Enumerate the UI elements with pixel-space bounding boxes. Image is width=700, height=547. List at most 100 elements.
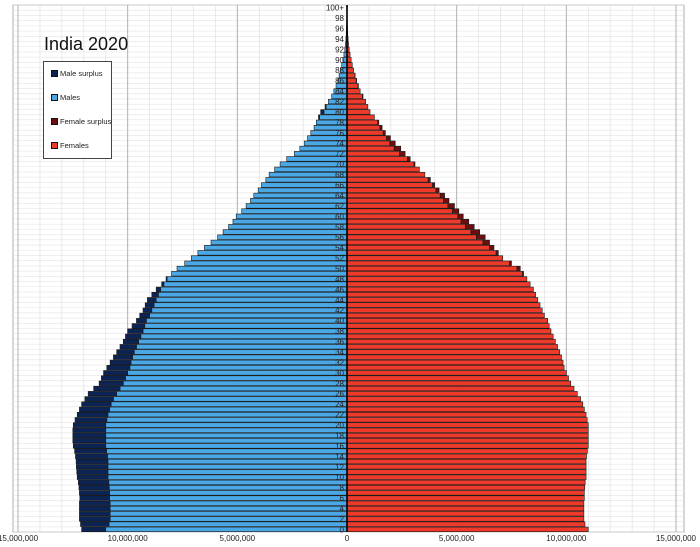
age-tick-label: 54: [335, 244, 344, 253]
male-bar: [107, 474, 348, 480]
x-tick-labels: 15,000,000 10,000,000 5,000,000 0 5,000,000 1…: [0, 534, 697, 543]
female-bar: [346, 406, 585, 412]
age-tick-label: 66: [335, 181, 344, 190]
male-bar: [105, 427, 348, 433]
male-bar: [105, 432, 348, 439]
male-surplus-bar: [72, 432, 107, 439]
female-bar: [346, 156, 408, 162]
male-surplus-bar: [84, 396, 114, 402]
female-bar: [346, 312, 545, 319]
male-surplus-bar: [98, 380, 124, 386]
male-bar: [142, 328, 348, 334]
male-surplus-bar: [93, 385, 121, 392]
female-bar: [346, 203, 449, 209]
female-bar: [346, 448, 588, 454]
male-surplus-bar: [131, 323, 146, 329]
female-bar: [346, 93, 363, 99]
female-bar: [346, 208, 453, 214]
female-bar: [346, 250, 497, 256]
male-bar: [228, 224, 348, 230]
male-surplus-bar: [72, 443, 107, 449]
female-bar: [346, 521, 586, 527]
male-bar: [245, 203, 348, 209]
female-bar: [346, 458, 587, 465]
legend-label: Female surplus: [60, 117, 112, 126]
male-surplus-bar: [318, 114, 320, 120]
male-surplus-bar: [125, 333, 142, 339]
male-surplus-bar: [76, 469, 109, 475]
female-bar: [346, 291, 536, 298]
female-bar: [346, 151, 400, 157]
female-surplus-bar: [465, 224, 475, 230]
male-surplus-bar: [165, 276, 168, 282]
female-bar: [346, 490, 585, 496]
female-bar: [346, 187, 437, 193]
female-surplus-bar: [451, 208, 460, 214]
age-tick-label: 18: [335, 431, 344, 440]
male-surplus-bar: [79, 500, 111, 506]
male-bar: [166, 276, 348, 282]
x-tick-label: 15,000,000: [656, 534, 697, 543]
legend-swatch-males: [51, 94, 58, 101]
female-bar: [346, 171, 426, 178]
female-bar: [346, 479, 586, 486]
male-surplus-bar: [116, 349, 135, 355]
age-tick-label: 84: [335, 87, 344, 96]
male-surplus-bar: [106, 365, 131, 371]
male-surplus-bar: [78, 485, 110, 491]
legend-swatch-females: [51, 142, 58, 149]
male-bar: [133, 349, 348, 355]
female-surplus-bar: [382, 130, 386, 136]
age-tick-label: 42: [335, 306, 344, 315]
male-surplus-bar: [324, 104, 327, 110]
female-bar: [346, 422, 589, 428]
male-bar: [109, 500, 348, 506]
legend-label: Males: [60, 93, 81, 102]
male-surplus-bar: [76, 474, 109, 480]
female-bar: [346, 182, 433, 188]
age-tick-label: 34: [335, 348, 344, 357]
age-tick-label: 52: [335, 254, 344, 263]
age-tick-label: 64: [335, 191, 344, 200]
male-bar: [107, 469, 348, 475]
male-surplus-bar: [75, 453, 108, 459]
age-tick-label: 28: [335, 379, 344, 388]
male-surplus-bar: [127, 328, 144, 334]
male-surplus-bar: [119, 344, 137, 350]
female-surplus-bar: [427, 177, 431, 183]
age-tick-label: 20: [335, 421, 344, 430]
male-bar: [107, 411, 348, 418]
male-bar: [160, 286, 348, 292]
age-tick-label: 46: [335, 285, 344, 294]
male-surplus-bar: [103, 370, 128, 376]
male-surplus-bar: [142, 307, 153, 313]
female-bar: [346, 516, 585, 522]
male-surplus-bar: [74, 448, 107, 454]
x-tick-label: 10,000,000: [546, 534, 587, 543]
age-tick-label: 98: [335, 14, 344, 23]
male-surplus-bar: [151, 291, 159, 298]
male-bar: [184, 260, 348, 266]
female-bar: [346, 323, 550, 329]
male-surplus-bar: [78, 479, 110, 486]
male-bar: [241, 208, 348, 214]
female-bar: [346, 135, 387, 141]
female-bar: [346, 380, 572, 386]
male-surplus-bar: [80, 521, 110, 527]
male-bar: [132, 354, 348, 360]
male-surplus-bar: [79, 511, 111, 517]
female-bar: [346, 370, 567, 376]
male-surplus-bar: [75, 458, 109, 465]
legend-label: Male surplus: [60, 69, 103, 78]
male-bar: [108, 485, 348, 491]
female-surplus-bar: [432, 182, 436, 188]
male-bar: [153, 302, 348, 308]
female-surplus-bar: [482, 239, 490, 246]
male-bar: [116, 391, 348, 397]
male-bar: [232, 218, 348, 225]
female-bar: [346, 511, 585, 517]
female-bar: [346, 234, 477, 240]
female-bar: [346, 140, 391, 146]
male-surplus-bar: [139, 312, 150, 319]
male-bar: [107, 464, 348, 470]
